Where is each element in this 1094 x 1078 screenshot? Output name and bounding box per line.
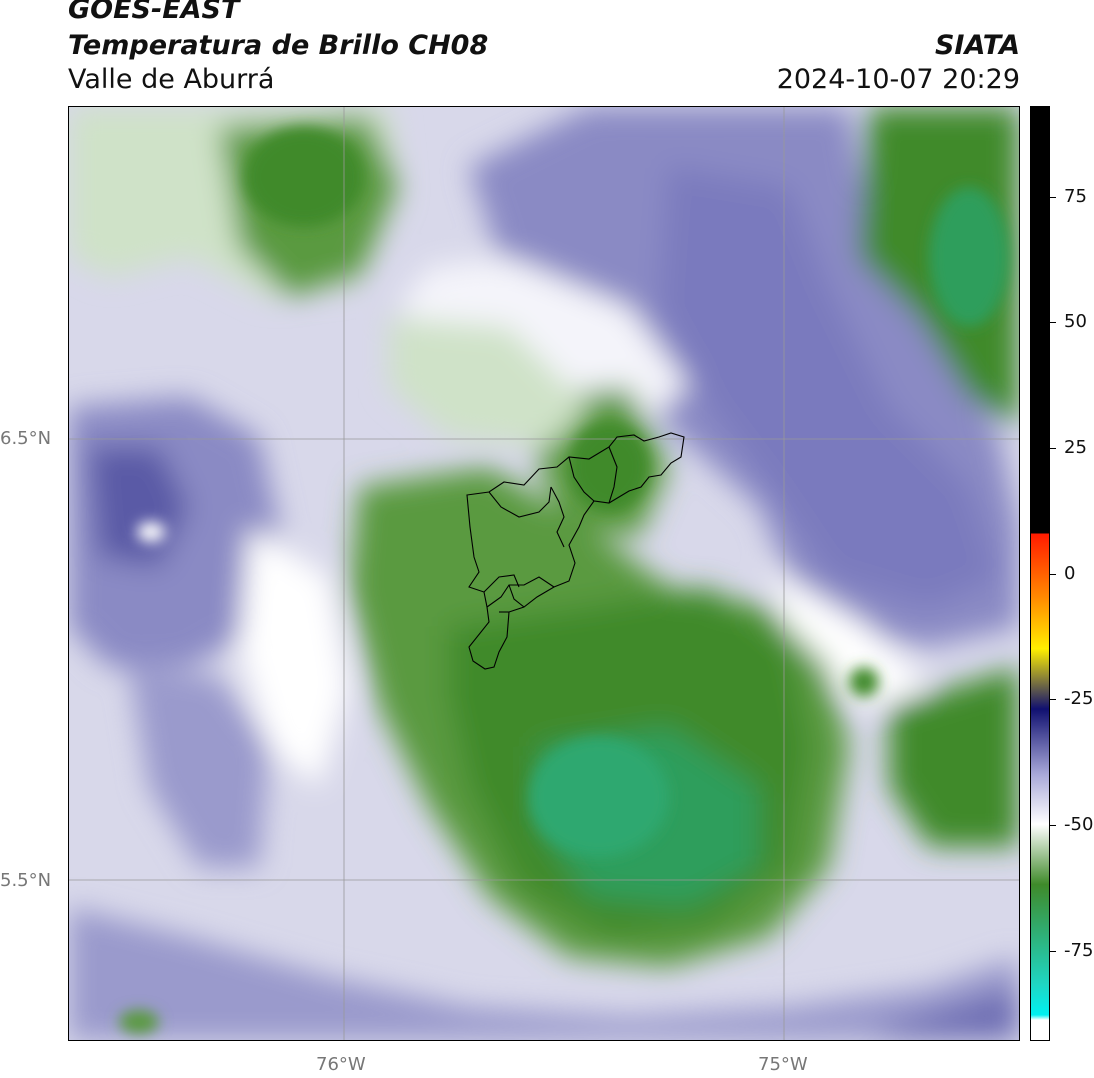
lon-label-east: 75°W — [758, 1054, 808, 1075]
satellite-title: GOES-EAST — [68, 0, 240, 25]
colorbar-tick-label: 75 — [1064, 185, 1087, 207]
lat-label-south: 5.5°N — [0, 870, 52, 891]
product-title: Temperatura de Brillo CH08 — [68, 30, 489, 61]
colorbar-tick-label: 25 — [1064, 436, 1087, 458]
timestamp-label: 2024-10-07 20:29 — [776, 64, 1020, 95]
colorbar-tick-mark — [1050, 824, 1056, 826]
colorbar-tick-mark — [1050, 447, 1056, 449]
colorbar-tick-label: 0 — [1064, 562, 1076, 584]
colorbar-tick-label: 50 — [1064, 311, 1087, 333]
valle-de-aburra-boundary — [466, 432, 685, 670]
organization-label: SIATA — [934, 30, 1020, 61]
lon-label-west: 76°W — [316, 1054, 366, 1075]
colorbar-tick-mark — [1050, 573, 1056, 575]
colorbar-tick-label: -50 — [1064, 813, 1094, 835]
colorbar-tick-label: -25 — [1064, 688, 1094, 710]
colorbar-tick-mark — [1050, 322, 1056, 324]
satellite-map[interactable] — [68, 106, 1020, 1041]
colorbar-tick-label: -75 — [1064, 939, 1094, 961]
brightness-temperature-field — [69, 107, 1019, 1040]
lat-label-north: 6.5°N — [0, 428, 52, 449]
colorbar-tick-mark — [1050, 196, 1056, 198]
colorbar-tick-mark — [1050, 699, 1056, 701]
colorbar — [1030, 106, 1050, 1041]
graticule — [69, 107, 1019, 1040]
region-subtitle: Valle de Aburrá — [68, 64, 275, 95]
colorbar-tick-mark — [1050, 950, 1056, 952]
